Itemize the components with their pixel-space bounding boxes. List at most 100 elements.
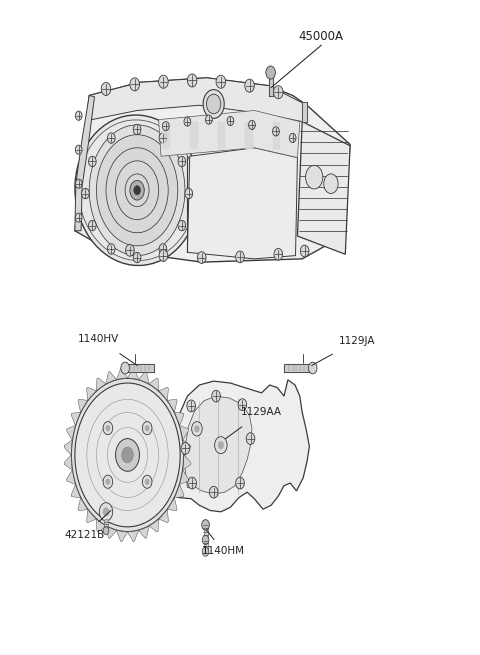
Circle shape (192, 422, 202, 436)
Circle shape (145, 479, 149, 485)
Circle shape (96, 135, 178, 246)
Polygon shape (139, 371, 149, 384)
Circle shape (72, 379, 183, 531)
Polygon shape (168, 498, 177, 511)
Polygon shape (71, 485, 81, 498)
Polygon shape (128, 368, 139, 379)
Polygon shape (96, 378, 106, 391)
Polygon shape (64, 455, 72, 470)
Circle shape (108, 133, 115, 143)
Circle shape (103, 527, 109, 534)
Circle shape (130, 78, 140, 91)
Circle shape (158, 75, 168, 88)
Polygon shape (64, 440, 72, 455)
Circle shape (108, 244, 115, 254)
Polygon shape (106, 526, 117, 538)
Text: 1129JA: 1129JA (339, 335, 375, 346)
Polygon shape (180, 470, 189, 485)
Polygon shape (173, 380, 310, 512)
Polygon shape (298, 122, 350, 254)
Circle shape (159, 250, 168, 261)
Polygon shape (75, 96, 95, 231)
Polygon shape (269, 74, 273, 96)
Polygon shape (117, 531, 128, 542)
Polygon shape (175, 485, 184, 498)
Circle shape (216, 75, 226, 88)
Circle shape (238, 399, 247, 411)
Polygon shape (66, 470, 75, 485)
Circle shape (181, 443, 190, 455)
Circle shape (88, 157, 96, 167)
Polygon shape (78, 498, 87, 511)
Polygon shape (183, 440, 191, 455)
Circle shape (185, 188, 192, 198)
Polygon shape (66, 426, 75, 440)
Circle shape (245, 79, 254, 92)
Text: 45000A: 45000A (299, 30, 344, 43)
Circle shape (99, 502, 113, 521)
Circle shape (274, 248, 283, 260)
Polygon shape (149, 378, 159, 391)
Polygon shape (168, 399, 177, 412)
Circle shape (159, 244, 167, 254)
Circle shape (324, 174, 338, 193)
Polygon shape (284, 364, 313, 372)
Circle shape (130, 180, 144, 200)
Circle shape (134, 185, 141, 195)
Circle shape (75, 111, 82, 121)
Circle shape (103, 508, 109, 516)
Circle shape (274, 86, 283, 99)
Circle shape (75, 179, 82, 188)
Polygon shape (117, 368, 128, 379)
Circle shape (202, 547, 209, 556)
Polygon shape (183, 455, 191, 470)
Polygon shape (89, 78, 307, 122)
Polygon shape (96, 519, 106, 532)
Circle shape (273, 127, 279, 136)
Circle shape (121, 362, 130, 374)
Circle shape (227, 117, 234, 126)
Ellipse shape (75, 115, 199, 265)
Circle shape (122, 447, 133, 463)
Circle shape (206, 94, 221, 114)
Circle shape (145, 425, 149, 431)
Polygon shape (75, 78, 350, 262)
Circle shape (205, 115, 212, 124)
Circle shape (106, 479, 110, 485)
Polygon shape (176, 462, 180, 472)
Circle shape (162, 122, 169, 131)
Polygon shape (180, 426, 189, 440)
Text: 1129AA: 1129AA (241, 407, 282, 417)
Polygon shape (176, 439, 180, 462)
Circle shape (249, 121, 255, 130)
Circle shape (143, 422, 152, 435)
Circle shape (215, 437, 227, 454)
Polygon shape (187, 148, 298, 259)
Circle shape (178, 220, 186, 231)
Circle shape (209, 486, 218, 498)
Polygon shape (78, 399, 87, 412)
Circle shape (106, 425, 110, 431)
Circle shape (197, 252, 206, 263)
Polygon shape (159, 387, 168, 400)
Circle shape (187, 400, 195, 412)
Circle shape (75, 383, 180, 527)
Circle shape (75, 145, 82, 155)
Circle shape (202, 535, 209, 544)
Circle shape (133, 252, 141, 263)
Circle shape (218, 441, 224, 449)
Polygon shape (302, 102, 307, 122)
Circle shape (178, 157, 186, 167)
Polygon shape (139, 526, 149, 538)
Polygon shape (158, 111, 300, 158)
Circle shape (266, 66, 276, 79)
Circle shape (289, 134, 296, 143)
Polygon shape (71, 412, 81, 426)
Circle shape (236, 251, 244, 263)
Circle shape (126, 244, 134, 256)
Polygon shape (185, 396, 252, 494)
Circle shape (116, 439, 140, 472)
Circle shape (194, 426, 199, 432)
Polygon shape (87, 510, 96, 523)
Circle shape (75, 213, 82, 222)
